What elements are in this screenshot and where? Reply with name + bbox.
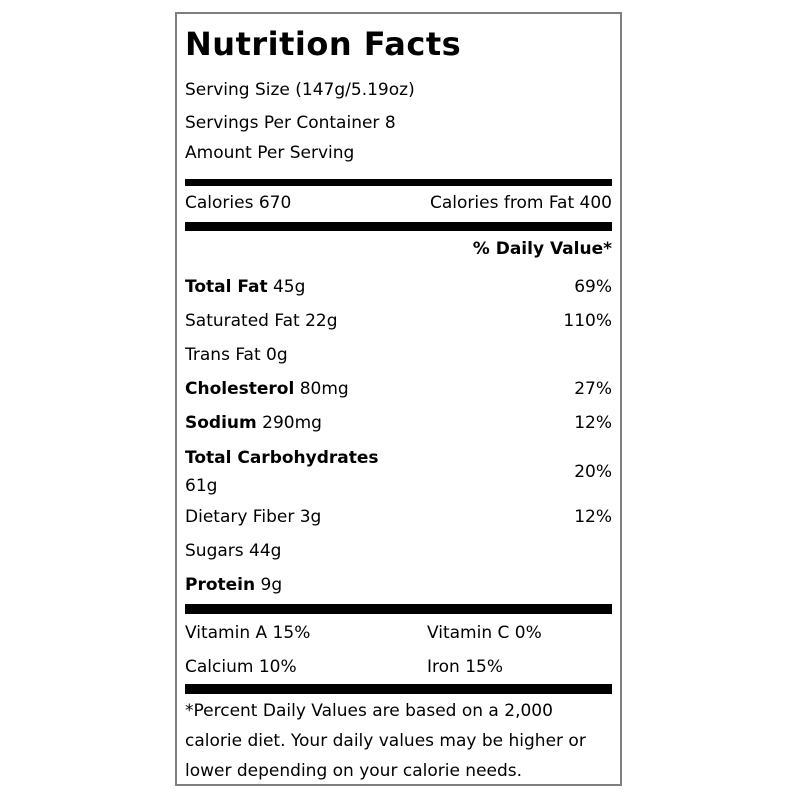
nutrition-facts-label: Nutrition Facts Serving Size (147g/5.19o…: [175, 12, 622, 786]
divider-bar: [185, 684, 612, 694]
nutrient-amount: 290mg: [262, 413, 322, 433]
serving-size: Serving Size (147g/5.19oz): [185, 80, 415, 100]
nutrient-name: Dietary Fiber: [185, 507, 295, 527]
nutrient-name: Trans Fat: [185, 345, 261, 365]
vitamin-row: Calcium 10% Iron 15%: [185, 650, 612, 684]
amount-per-serving: Amount Per Serving: [185, 143, 355, 163]
nutrient-row-sugars: Sugars 44g: [185, 534, 612, 568]
nutrient-row-saturated-fat: Saturated Fat 22g 110%: [185, 304, 612, 338]
calories-value: Calories 670: [185, 193, 292, 213]
nutrient-amount: 22g: [305, 311, 338, 331]
nutrient-dv: 20%: [574, 462, 612, 482]
nutrient-name: Cholesterol: [185, 379, 295, 399]
nutrient-name: Saturated Fat: [185, 311, 300, 331]
nutrient-row-total-fat: Total Fat 45g 69%: [185, 270, 612, 304]
nutrient-amount: 44g: [249, 541, 282, 561]
nutrient-amount: 3g: [299, 507, 322, 527]
nutrient-amount: 0g: [266, 345, 288, 365]
nutrient-row-total-carbohydrates: Total Carbohydrates 61g 20%: [185, 444, 612, 500]
vitamin-c-value: Vitamin C 0%: [427, 623, 542, 643]
nutrient-name: Protein: [185, 575, 256, 595]
nutrient-amount: 45g: [272, 277, 306, 297]
daily-value-footnote: *Percent Daily Values are based on a 2,0…: [185, 701, 586, 781]
vitamin-row: Vitamin A 15% Vitamin C 0%: [185, 616, 612, 650]
nutrient-dv: 12%: [574, 507, 612, 527]
nutrient-row-sodium: Sodium 290mg 12%: [185, 406, 612, 440]
iron-value: Iron 15%: [427, 657, 503, 677]
nutrient-name: Sodium: [185, 413, 257, 433]
nutrient-amount: 80mg: [299, 379, 349, 399]
nutrient-row-dietary-fiber: Dietary Fiber 3g 12%: [185, 500, 612, 534]
label-title: Nutrition Facts: [185, 25, 462, 63]
nutrient-dv: 27%: [574, 379, 612, 399]
divider-bar: [185, 604, 612, 614]
nutrient-name: Total Fat: [185, 277, 268, 297]
calories-row: Calories 670 Calories from Fat 400: [185, 186, 612, 220]
vitamin-a-value: Vitamin A 15%: [185, 623, 311, 643]
divider-bar: [185, 179, 612, 186]
servings-per-container: Servings Per Container 8: [185, 113, 396, 133]
calcium-value: Calcium 10%: [185, 657, 297, 677]
nutrient-amount: 9g: [260, 575, 283, 595]
nutrient-dv: 12%: [574, 413, 612, 433]
nutrient-dv: 69%: [574, 277, 612, 297]
divider-bar: [185, 222, 612, 231]
nutrient-name: Total Carbohydrates: [185, 448, 379, 468]
nutrient-amount: 61g: [185, 476, 218, 496]
nutrient-row-cholesterol: Cholesterol 80mg 27%: [185, 372, 612, 406]
nutrient-name: Sugars: [185, 541, 244, 561]
nutrient-row-protein: Protein 9g: [185, 568, 612, 602]
nutrient-row-trans-fat: Trans Fat 0g: [185, 338, 612, 372]
nutrient-dv: 110%: [563, 311, 612, 331]
calories-from-fat-value: Calories from Fat 400: [430, 193, 612, 213]
daily-value-header: % Daily Value*: [472, 239, 612, 259]
